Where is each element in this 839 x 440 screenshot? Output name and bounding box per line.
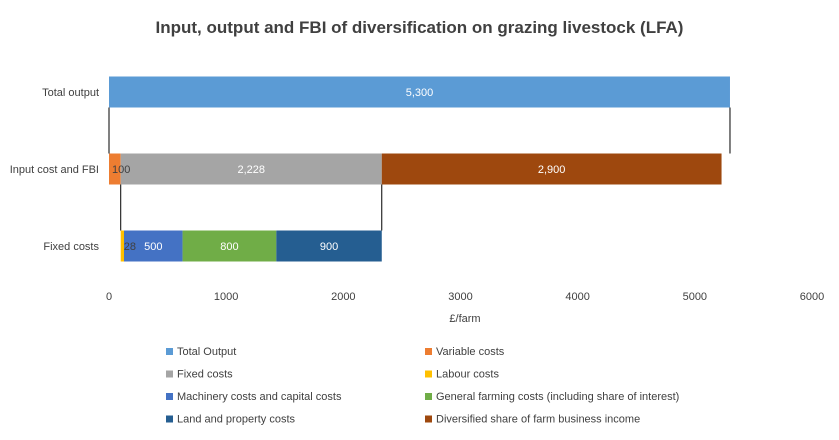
x-axis-ticks: 0 1000 2000 3000 4000 5000 6000 bbox=[106, 291, 824, 303]
x-tick-label: 3000 bbox=[448, 291, 472, 303]
legend-label-land-and-property-costs: Land and property costs bbox=[177, 414, 296, 426]
bar-segment-land-and-property-costs bbox=[276, 230, 382, 262]
legend-swatch-fixed-costs bbox=[166, 370, 173, 378]
legend-swatch-general-farming-costs-including-share-of-interest bbox=[425, 393, 432, 400]
bar-segment-machinery-costs-and-capital-costs bbox=[123, 230, 183, 262]
bar-segment-total-output bbox=[109, 76, 730, 108]
category-label-total-output: Total output bbox=[42, 87, 99, 99]
data-label-machinery-costs-and-capital-costs: 500 bbox=[144, 241, 162, 253]
legend-label-fixed-costs: Fixed costs bbox=[177, 369, 233, 381]
legend-swatch-labour-costs bbox=[425, 370, 432, 378]
bar-segments bbox=[109, 76, 730, 262]
data-label-general-farming-costs-including-share-of-interest: 800 bbox=[220, 241, 238, 253]
data-labels: 5,300 100 2,228 2,900 28 500 800 900 bbox=[112, 87, 565, 253]
legend-label-total-output: Total Output bbox=[177, 346, 236, 358]
data-label-variable-costs: 100 bbox=[112, 164, 130, 176]
category-labels: Total output Input cost and FBI Fixed cost… bbox=[10, 87, 100, 253]
x-tick-label: 2000 bbox=[331, 291, 355, 303]
legend-label-labour-costs: Labour costs bbox=[436, 369, 499, 381]
legend-swatch-machinery-costs-and-capital-costs bbox=[166, 393, 173, 400]
bar-segment-variable-costs bbox=[109, 153, 121, 185]
bar-segment-diversified-share-of-farm-business-income bbox=[381, 153, 722, 185]
legend-swatch-total-output bbox=[166, 348, 173, 355]
data-label-fixed-costs: 2,228 bbox=[237, 164, 265, 176]
x-tick-label: 6000 bbox=[800, 291, 824, 303]
legend: Total Output Variable costs Fixed costs Lab… bbox=[166, 346, 679, 426]
category-label-input-cost-and-fbi: Input cost and FBI bbox=[10, 164, 99, 176]
x-tick-label: 5000 bbox=[683, 291, 707, 303]
x-tick-label: 1000 bbox=[214, 291, 238, 303]
data-label-total-output: 5,300 bbox=[406, 87, 434, 99]
legend-label-machinery-costs-and-capital-costs: Machinery costs and capital costs bbox=[177, 391, 342, 403]
legend-label-diversified-share-of-farm-business-income: Diversified share of farm business incom… bbox=[436, 414, 640, 426]
category-label-fixed-costs: Fixed costs bbox=[43, 241, 99, 253]
legend-label-variable-costs: Variable costs bbox=[436, 346, 505, 358]
legend-label-general-farming-costs-including-share-of-interest: General farming costs (including share o… bbox=[436, 391, 679, 403]
bar-segment-labour-costs bbox=[120, 230, 124, 262]
data-label-diversified-share-of-farm-business-income: 2,900 bbox=[538, 164, 566, 176]
bar-segment-general-farming-costs-including-share-of-interest bbox=[182, 230, 277, 262]
x-tick-label: 0 bbox=[106, 291, 112, 303]
x-tick-label: 4000 bbox=[565, 291, 589, 303]
legend-swatch-land-and-property-costs bbox=[166, 415, 173, 423]
data-label-land-and-property-costs: 900 bbox=[320, 241, 338, 253]
bar-segment-fixed-costs bbox=[120, 153, 382, 185]
x-axis-title: £/farm bbox=[449, 313, 480, 325]
data-label-labour-costs: 28 bbox=[124, 241, 136, 253]
connector-lines bbox=[108, 107, 731, 231]
legend-swatch-diversified-share-of-farm-business-income bbox=[425, 415, 432, 423]
legend-swatch-variable-costs bbox=[425, 348, 432, 355]
chart-title: Input, output and FBI of diversification… bbox=[156, 18, 684, 37]
